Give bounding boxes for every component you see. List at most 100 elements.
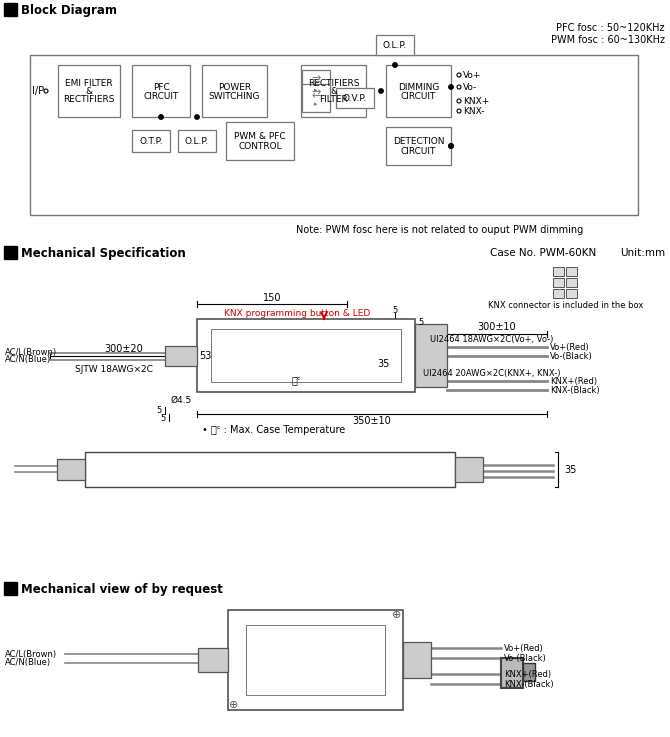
Bar — [553, 289, 564, 298]
Bar — [85, 452, 455, 487]
Text: ▸: ▸ — [314, 101, 318, 107]
Bar — [197, 319, 415, 392]
Bar — [4, 246, 17, 259]
Bar — [132, 130, 170, 152]
Text: Note: PWM fosc here is not related to ouput PWM dimming: Note: PWM fosc here is not related to ou… — [296, 225, 584, 235]
Text: ⊕: ⊕ — [229, 700, 239, 710]
Text: KNX-: KNX- — [463, 107, 484, 116]
Bar — [501, 658, 523, 688]
Bar — [4, 582, 17, 595]
Text: Ø4.5: Ø4.5 — [170, 396, 192, 405]
Bar — [553, 267, 564, 276]
Text: 300±10: 300±10 — [478, 322, 517, 332]
Text: ▸: ▸ — [314, 87, 318, 93]
Text: CIRCUIT: CIRCUIT — [143, 91, 179, 100]
Bar — [415, 324, 447, 387]
Text: KNX+(Red): KNX+(Red) — [550, 377, 597, 385]
Bar — [4, 3, 17, 16]
Text: PWM & PFC: PWM & PFC — [234, 131, 286, 141]
Text: • Ⓣᶜ : Max. Case Temperature: • Ⓣᶜ : Max. Case Temperature — [202, 425, 345, 435]
Text: 5: 5 — [393, 306, 397, 315]
Text: SWITCHING: SWITCHING — [209, 91, 260, 100]
Bar — [376, 35, 414, 55]
Circle shape — [449, 144, 453, 148]
Text: ⊕: ⊕ — [393, 610, 402, 620]
Text: PFC: PFC — [153, 83, 170, 91]
Text: POWER: POWER — [218, 83, 251, 91]
Text: EMI FILTER: EMI FILTER — [65, 79, 113, 88]
Bar — [566, 267, 577, 276]
Text: &: & — [330, 86, 337, 96]
Circle shape — [159, 115, 163, 119]
Text: 35: 35 — [377, 358, 389, 368]
Text: Vo+: Vo+ — [463, 71, 481, 80]
Text: DETECTION: DETECTION — [393, 136, 444, 145]
Text: &: & — [86, 86, 92, 96]
Circle shape — [449, 144, 453, 148]
Text: DIMMING: DIMMING — [398, 83, 440, 91]
Text: Mechanical view of by request: Mechanical view of by request — [21, 582, 223, 595]
Text: Vo-: Vo- — [463, 83, 477, 91]
Bar — [246, 625, 385, 695]
Text: KNX programming button & LED: KNX programming button & LED — [224, 309, 370, 318]
Text: PFC fosc : 50~120KHz: PFC fosc : 50~120KHz — [557, 23, 665, 33]
Text: 35: 35 — [564, 464, 576, 475]
Text: AC/N(Blue): AC/N(Blue) — [5, 355, 51, 364]
Text: Unit:mm: Unit:mm — [620, 248, 665, 258]
Text: 5: 5 — [157, 405, 162, 414]
Bar — [386, 127, 451, 165]
Circle shape — [379, 88, 383, 93]
Bar — [302, 84, 330, 112]
Bar — [302, 70, 330, 98]
Bar — [165, 346, 197, 366]
Bar — [178, 130, 216, 152]
Text: RECTIFIERS: RECTIFIERS — [308, 79, 359, 88]
Bar — [403, 642, 431, 678]
Bar — [198, 648, 228, 672]
Bar — [566, 278, 577, 287]
Bar — [226, 122, 294, 160]
Bar — [57, 459, 85, 480]
Bar — [523, 663, 535, 681]
Bar — [566, 289, 577, 298]
Text: Case No. PWM-60KN: Case No. PWM-60KN — [490, 248, 596, 258]
Text: CIRCUIT: CIRCUIT — [401, 147, 436, 156]
Text: 53: 53 — [199, 351, 211, 360]
Text: 5: 5 — [161, 413, 166, 422]
Bar — [202, 65, 267, 117]
Bar — [553, 278, 564, 287]
Text: RECTIFIERS: RECTIFIERS — [63, 94, 115, 103]
Text: KNX-(Black): KNX-(Black) — [504, 680, 553, 688]
Text: O.L.P.: O.L.P. — [383, 41, 407, 49]
Bar — [455, 457, 483, 482]
Text: KNX-(Black): KNX-(Black) — [550, 385, 600, 394]
Text: CIRCUIT: CIRCUIT — [401, 91, 436, 100]
Text: AC/L(Brown): AC/L(Brown) — [5, 348, 57, 357]
Bar — [132, 65, 190, 117]
Text: Vo-(Black): Vo-(Black) — [550, 352, 593, 360]
Text: Mechanical Specification: Mechanical Specification — [21, 246, 186, 259]
Text: Vo+(Red): Vo+(Red) — [504, 643, 544, 652]
Bar — [228, 610, 403, 710]
Text: 300±20: 300±20 — [104, 343, 143, 354]
Text: CONTROL: CONTROL — [239, 142, 282, 150]
Bar — [336, 88, 374, 108]
Text: AC/L(Brown): AC/L(Brown) — [5, 649, 57, 658]
Text: O.L.P.: O.L.P. — [185, 136, 209, 145]
Bar — [211, 329, 401, 382]
Circle shape — [393, 63, 397, 67]
Circle shape — [449, 85, 453, 89]
Text: Vo+(Red): Vo+(Red) — [550, 343, 590, 352]
Text: 5: 5 — [418, 318, 423, 326]
Text: I/P: I/P — [32, 86, 44, 96]
Bar — [386, 65, 451, 117]
Bar — [301, 65, 366, 117]
Text: PWM fosc : 60~130KHz: PWM fosc : 60~130KHz — [551, 35, 665, 45]
Text: FILTER: FILTER — [319, 94, 348, 103]
Text: 150: 150 — [263, 293, 281, 303]
Text: ⇄: ⇄ — [312, 89, 321, 99]
Text: Block Diagram: Block Diagram — [21, 4, 117, 16]
Text: UI2464 18AWG×2C(Vo+, Vo-): UI2464 18AWG×2C(Vo+, Vo-) — [430, 335, 553, 343]
Text: KNX+: KNX+ — [463, 97, 489, 105]
Text: SJTW 18AWG×2C: SJTW 18AWG×2C — [74, 365, 153, 374]
